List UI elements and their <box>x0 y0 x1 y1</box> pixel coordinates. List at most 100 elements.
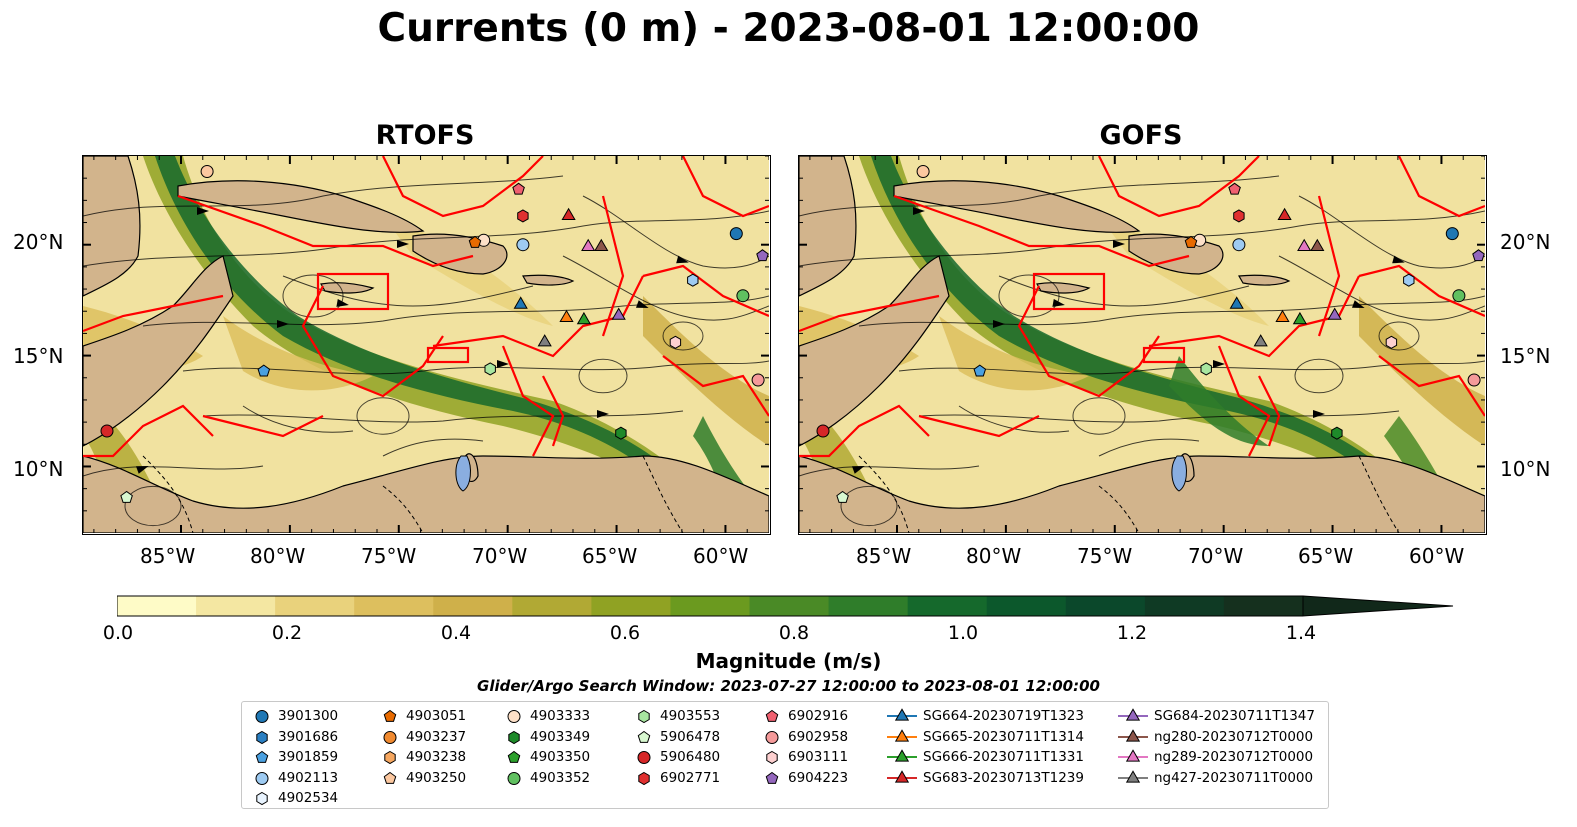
argo-float-marker <box>100 424 114 438</box>
eddy-streamline <box>1072 397 1126 435</box>
legend-label: 6902771 <box>660 769 721 786</box>
land-mass <box>320 282 375 294</box>
eez-boundary <box>893 194 1190 268</box>
streamline <box>1298 195 1485 269</box>
eddy-streamline <box>1378 321 1420 351</box>
streamline-arrow <box>1392 255 1405 264</box>
legend-marker-icon <box>507 750 521 763</box>
map-panel-gofs[interactable] <box>798 155 1487 535</box>
argo-float-marker <box>756 249 769 262</box>
lat-label-10n: 10°N <box>13 457 64 481</box>
streamline-arrow <box>197 207 209 215</box>
legend-item: 4903352 <box>504 768 590 788</box>
glider-marker <box>1229 296 1244 309</box>
streamline-arrow <box>1351 300 1365 309</box>
eez-boundary <box>301 285 444 398</box>
streamline <box>799 210 1485 267</box>
legend-marker-icon <box>637 730 651 743</box>
streamline <box>142 295 769 327</box>
colorbar-segment <box>1223 596 1304 616</box>
land-mass <box>799 255 950 447</box>
colorbar-segment <box>828 596 909 616</box>
legend-item: SG665-20230711T1314 <box>887 727 1084 747</box>
legend-item: 4903238 <box>380 747 466 767</box>
country-border <box>642 455 684 533</box>
streamline <box>918 410 1400 423</box>
legend-label: 5906480 <box>660 749 721 765</box>
lon-label-60w-right: 60°W <box>1409 544 1465 568</box>
eez-boundary <box>1217 345 1271 457</box>
argo-float-marker <box>1228 182 1241 195</box>
legend-item: 6902916 <box>762 706 848 726</box>
eez-boundary <box>918 414 1040 438</box>
colorbar-segment <box>354 596 434 616</box>
argo-float-marker <box>816 424 830 438</box>
streamline <box>83 175 564 217</box>
land-mass <box>83 255 234 447</box>
glider-marker <box>576 311 592 325</box>
legend-label: 3901686 <box>278 728 339 745</box>
argo-float-marker <box>729 227 743 241</box>
streamline <box>1278 255 1485 321</box>
legend-item: 4903250 <box>380 768 466 788</box>
legend-label: ng289-20230712T0000 <box>1154 749 1314 765</box>
colorbar-tick: 0.6 <box>609 622 641 644</box>
argo-float-marker <box>916 165 930 178</box>
argo-float-marker <box>120 490 133 503</box>
legend-marker-icon <box>637 751 651 764</box>
eddy-streamline <box>282 274 344 318</box>
legend-item: SG664-20230719T1323 <box>887 706 1084 726</box>
legend-label: SG684-20230711T1347 <box>1154 708 1315 724</box>
axis-ticks <box>799 156 1485 533</box>
streamline <box>799 175 1280 217</box>
legend-marker-icon <box>887 708 917 721</box>
current-band <box>1359 296 1485 446</box>
lat-label-10n-right: 10°N <box>1500 457 1551 481</box>
streamline-arrow <box>676 255 689 264</box>
legend-label: 4903250 <box>406 769 467 786</box>
argo-float-marker <box>517 209 529 223</box>
colorbar-segment <box>275 596 355 616</box>
eez-boundary <box>1098 156 1260 218</box>
colorbar-tick: 1.0 <box>947 622 979 644</box>
lat-label-15n: 15°N <box>13 344 64 368</box>
legend-item: 3901859 <box>252 747 338 767</box>
legend-label: 6903111 <box>788 749 849 765</box>
legend-label: SG683-20230713T1239 <box>923 769 1084 786</box>
legend-marker-icon <box>508 730 520 744</box>
lake <box>1171 455 1187 492</box>
land-mass <box>177 180 425 233</box>
legend-item: 4903237 <box>380 727 466 747</box>
eez-boundary <box>1317 195 1341 337</box>
streamline-arrow <box>913 207 925 215</box>
glider-marker <box>1275 309 1290 322</box>
colorbar-segment <box>907 596 988 616</box>
argo-float-marker <box>200 165 214 178</box>
colorbar-tick: 0.8 <box>778 622 810 644</box>
map-panel-rtofs[interactable] <box>82 155 771 535</box>
glider-marker <box>594 238 609 252</box>
legend-marker-icon <box>1118 769 1148 783</box>
legend-item: ng280-20230712T0000 <box>1118 727 1313 747</box>
legend-marker-icon <box>887 728 917 742</box>
colorbar-segment <box>591 596 671 616</box>
streamline <box>202 410 684 423</box>
legend-marker-icon <box>765 771 779 784</box>
streamline-arrow <box>497 360 509 368</box>
eez-boundary <box>426 346 470 364</box>
map-canvas <box>83 156 769 533</box>
legend-label: 4902534 <box>278 790 339 806</box>
colorbar-segment <box>670 596 751 616</box>
land-mass <box>893 180 1141 233</box>
legend-label: 4903237 <box>406 728 467 745</box>
legend: 3901300 3901686 3901859 4902113 4902534 49030… <box>241 701 1329 809</box>
legend-item: ng427-20230711T0000 <box>1118 768 1313 788</box>
legend-label: 4903238 <box>406 749 467 765</box>
glider-marker <box>581 238 596 252</box>
legend-label: 6902916 <box>788 708 849 724</box>
argo-float-marker <box>751 373 765 387</box>
axis-ticks <box>83 156 769 533</box>
streamline-arrow <box>397 240 409 248</box>
streamline-arrow <box>336 299 349 307</box>
eez-boundary <box>601 195 625 337</box>
